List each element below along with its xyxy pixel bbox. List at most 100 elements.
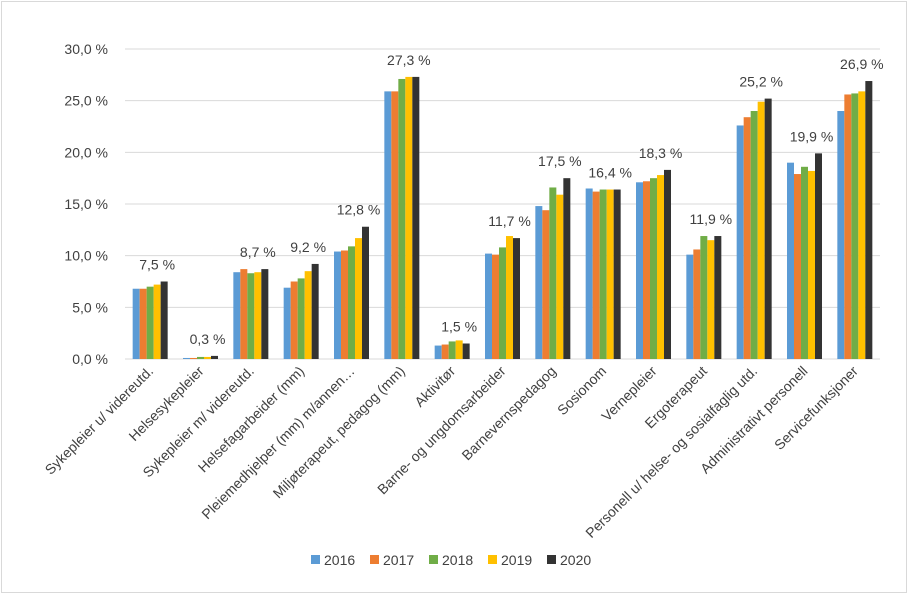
data-label: 7,5 % [139, 257, 175, 273]
bar-2016 [384, 91, 392, 359]
bar-2020 [613, 189, 621, 359]
bar-2017 [290, 281, 298, 359]
bar-2016 [334, 251, 341, 359]
bar-2019 [606, 189, 614, 359]
bar-2019 [254, 272, 262, 359]
data-label: 26,9 % [840, 56, 884, 72]
bar-2016 [837, 111, 845, 359]
data-label: 18,3 % [639, 145, 683, 161]
legend-label: 2017 [383, 552, 414, 568]
data-label: 8,7 % [240, 244, 276, 260]
bar-2020 [261, 269, 269, 359]
bars [132, 76, 873, 360]
bar-2016 [183, 357, 190, 359]
data-label: 11,7 % [488, 213, 531, 229]
bar-2016 [485, 253, 492, 359]
bar-2019 [304, 271, 312, 359]
y-tick-label: 25,0 % [64, 93, 108, 109]
x-axis-labels: Sykepleier u/ videreutd.HelsesykepleierS… [42, 363, 862, 541]
bar-2020 [865, 81, 873, 360]
data-label: 9,2 % [290, 239, 326, 255]
bar-2017 [693, 249, 701, 359]
bar-2019 [204, 356, 211, 359]
bar-2018 [146, 286, 154, 359]
legend-swatch-2019 [488, 555, 497, 564]
bar-2020 [211, 355, 218, 359]
data-label: 27,3 % [387, 52, 431, 68]
bar-2016 [233, 272, 241, 359]
bar-2018 [650, 178, 657, 359]
bar-2017 [441, 344, 449, 359]
bar-2017 [391, 91, 399, 359]
legend-label: 2018 [442, 552, 473, 568]
bar-2016 [434, 345, 442, 359]
bar-2020 [764, 98, 772, 359]
bar-2018 [398, 78, 406, 359]
data-label: 16,4 % [588, 165, 632, 181]
y-tick-label: 10,0 % [64, 248, 108, 264]
legend-swatch-2020 [547, 555, 556, 564]
bar-2017 [643, 181, 650, 359]
bar-2016 [535, 206, 543, 359]
data-label: 11,9 % [690, 211, 733, 227]
data-label: 19,9 % [790, 128, 834, 144]
bar-2019 [355, 238, 362, 359]
legend-swatch-2017 [370, 555, 379, 564]
bar-2016 [736, 125, 744, 359]
bar-2018 [599, 189, 607, 359]
bar-2020 [563, 178, 571, 359]
bar-2017 [542, 210, 550, 359]
bar-2019 [808, 170, 815, 359]
bar-2019 [657, 175, 664, 359]
bar-2018 [851, 93, 859, 359]
bar-2020 [362, 226, 369, 359]
legend: 2016 2017 2018 2019 2020 [311, 552, 591, 568]
bar-2016 [787, 162, 794, 359]
bar-2016 [686, 254, 694, 359]
data-label: 17,5 % [538, 153, 582, 169]
y-tick-label: 30,0 % [64, 41, 108, 57]
bar-2017 [592, 191, 600, 359]
legend-label: 2016 [324, 552, 355, 568]
bar-2018 [499, 247, 506, 359]
y-tick-label: 5,0 % [72, 299, 108, 315]
bar-2016 [132, 288, 140, 359]
x-tick-label: Servicefunksjoner [771, 363, 861, 453]
y-axis-ticks: 0,0 % 5,0 % 10,0 % 15,0 % 20,0 % 25,0 % 30,0 % [64, 41, 108, 367]
bar-2019 [455, 340, 463, 359]
bar-2019 [707, 240, 715, 359]
bar-2017 [794, 174, 801, 359]
bar-2018 [348, 246, 355, 359]
bar-2018 [700, 236, 708, 359]
bar-2020 [412, 76, 420, 360]
data-labels: 7,5 % 0,3 % 8,7 % 9,2 % 12,8 % 27,3 % 1,5 % 11,… [139, 52, 883, 347]
bar-2018 [197, 356, 204, 359]
bar-2019 [556, 194, 564, 359]
bar-2017 [492, 254, 499, 359]
bar-2017 [743, 117, 751, 359]
bar-2019 [858, 91, 866, 359]
legend-label: 2020 [560, 552, 591, 568]
bar-2016 [636, 182, 643, 359]
bar-2017 [139, 288, 147, 359]
bar-2017 [190, 357, 197, 359]
bar-2020 [714, 236, 722, 359]
bar-2017 [844, 94, 852, 359]
bar-2020 [513, 238, 520, 359]
legend-swatch-2018 [429, 555, 438, 564]
bar-2016 [585, 188, 593, 359]
bar-2020 [815, 153, 822, 359]
bar-2019 [506, 236, 513, 359]
bar-2020 [462, 343, 470, 359]
data-label: 0,3 % [190, 331, 226, 347]
bar-2016 [283, 287, 291, 359]
data-label: 1,5 % [441, 319, 477, 335]
bar-2018 [297, 278, 305, 359]
bar-2018 [247, 273, 255, 359]
bar-2018 [448, 341, 456, 359]
y-tick-label: 15,0 % [64, 196, 108, 212]
bar-2020 [311, 263, 319, 359]
bar-2017 [240, 269, 248, 359]
